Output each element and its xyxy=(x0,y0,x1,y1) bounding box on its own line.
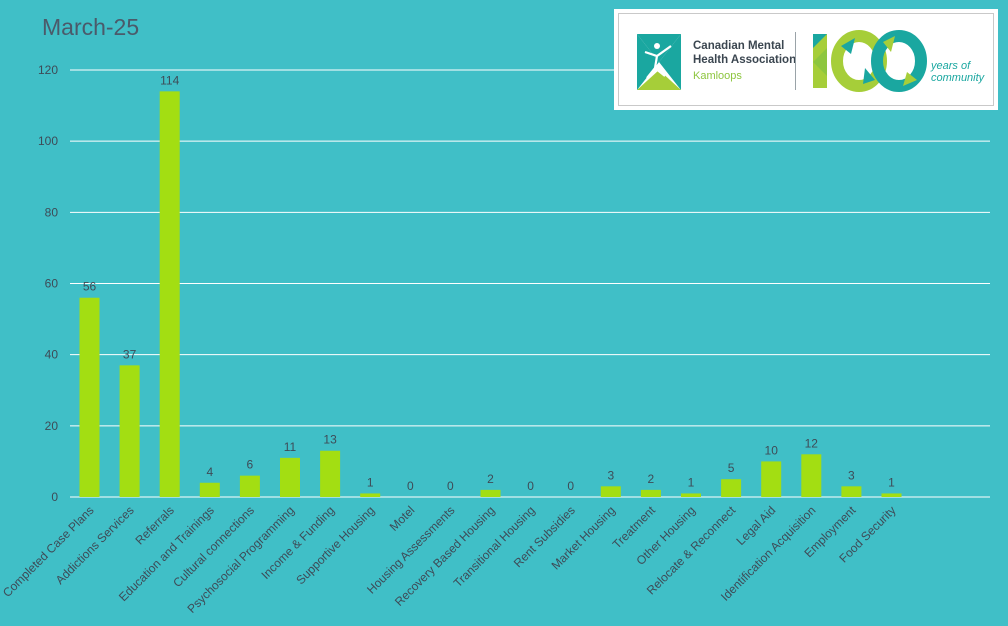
bar xyxy=(801,454,822,497)
bar xyxy=(199,482,220,497)
data-label: 1 xyxy=(688,475,695,489)
y-tick-label: 40 xyxy=(45,348,59,362)
y-tick-label: 100 xyxy=(38,134,58,148)
org-name-line1: Canadian Mental xyxy=(693,40,785,52)
bar xyxy=(480,489,501,497)
bar xyxy=(640,489,661,497)
bar xyxy=(280,457,300,497)
data-label: 10 xyxy=(765,443,779,457)
data-label: 2 xyxy=(648,472,655,486)
data-label: 4 xyxy=(206,465,213,479)
bar xyxy=(320,450,341,497)
data-label: 37 xyxy=(123,347,137,361)
y-tick-label: 20 xyxy=(45,419,59,433)
bar xyxy=(119,365,140,497)
y-tick-label: 0 xyxy=(51,490,58,504)
x-tick-label: Addictions Services xyxy=(53,503,137,587)
data-label: 0 xyxy=(567,479,574,493)
bar xyxy=(600,486,621,497)
bar xyxy=(721,479,742,497)
data-label: 1 xyxy=(888,475,895,489)
y-tick-label: 120 xyxy=(38,63,58,77)
bar xyxy=(79,297,100,497)
org-name-line2: Health Association xyxy=(693,54,797,66)
data-label: 1 xyxy=(367,475,374,489)
chart-title: March-25 xyxy=(42,14,140,40)
anniversary-text-line1: years of xyxy=(931,60,971,72)
data-label: 114 xyxy=(160,73,179,87)
x-tick-label: Supportive Housing xyxy=(293,503,377,587)
bar xyxy=(841,486,862,497)
data-label: 0 xyxy=(527,479,534,493)
bar xyxy=(360,493,381,497)
data-label: 3 xyxy=(848,468,855,482)
data-label: 56 xyxy=(83,280,97,294)
data-label: 3 xyxy=(607,468,614,482)
x-tick-label: Motel xyxy=(387,503,418,534)
anniversary-text-line2: community xyxy=(931,72,985,84)
bar xyxy=(159,91,180,497)
x-tick-label: Income & Funding xyxy=(258,503,337,582)
bar xyxy=(239,475,260,497)
org-location: Kamloops xyxy=(693,70,742,82)
data-label: 5 xyxy=(728,461,735,475)
data-label: 11 xyxy=(284,440,297,454)
cmha-logo: Canadian Mental Health Association Kamlo… xyxy=(614,9,998,110)
data-label: 6 xyxy=(247,458,254,472)
data-label: 0 xyxy=(447,479,454,493)
y-tick-label: 60 xyxy=(45,277,59,291)
cmha-emblem-icon xyxy=(637,34,681,90)
logo-divider xyxy=(795,32,796,90)
data-label: 2 xyxy=(487,472,494,486)
data-label: 12 xyxy=(805,436,819,450)
data-label: 13 xyxy=(323,433,337,447)
anniversary-100-icon xyxy=(813,30,927,92)
bar xyxy=(881,493,902,497)
bar xyxy=(761,461,782,497)
data-label: 0 xyxy=(407,479,414,493)
bar xyxy=(681,493,701,497)
y-tick-label: 80 xyxy=(45,205,59,219)
